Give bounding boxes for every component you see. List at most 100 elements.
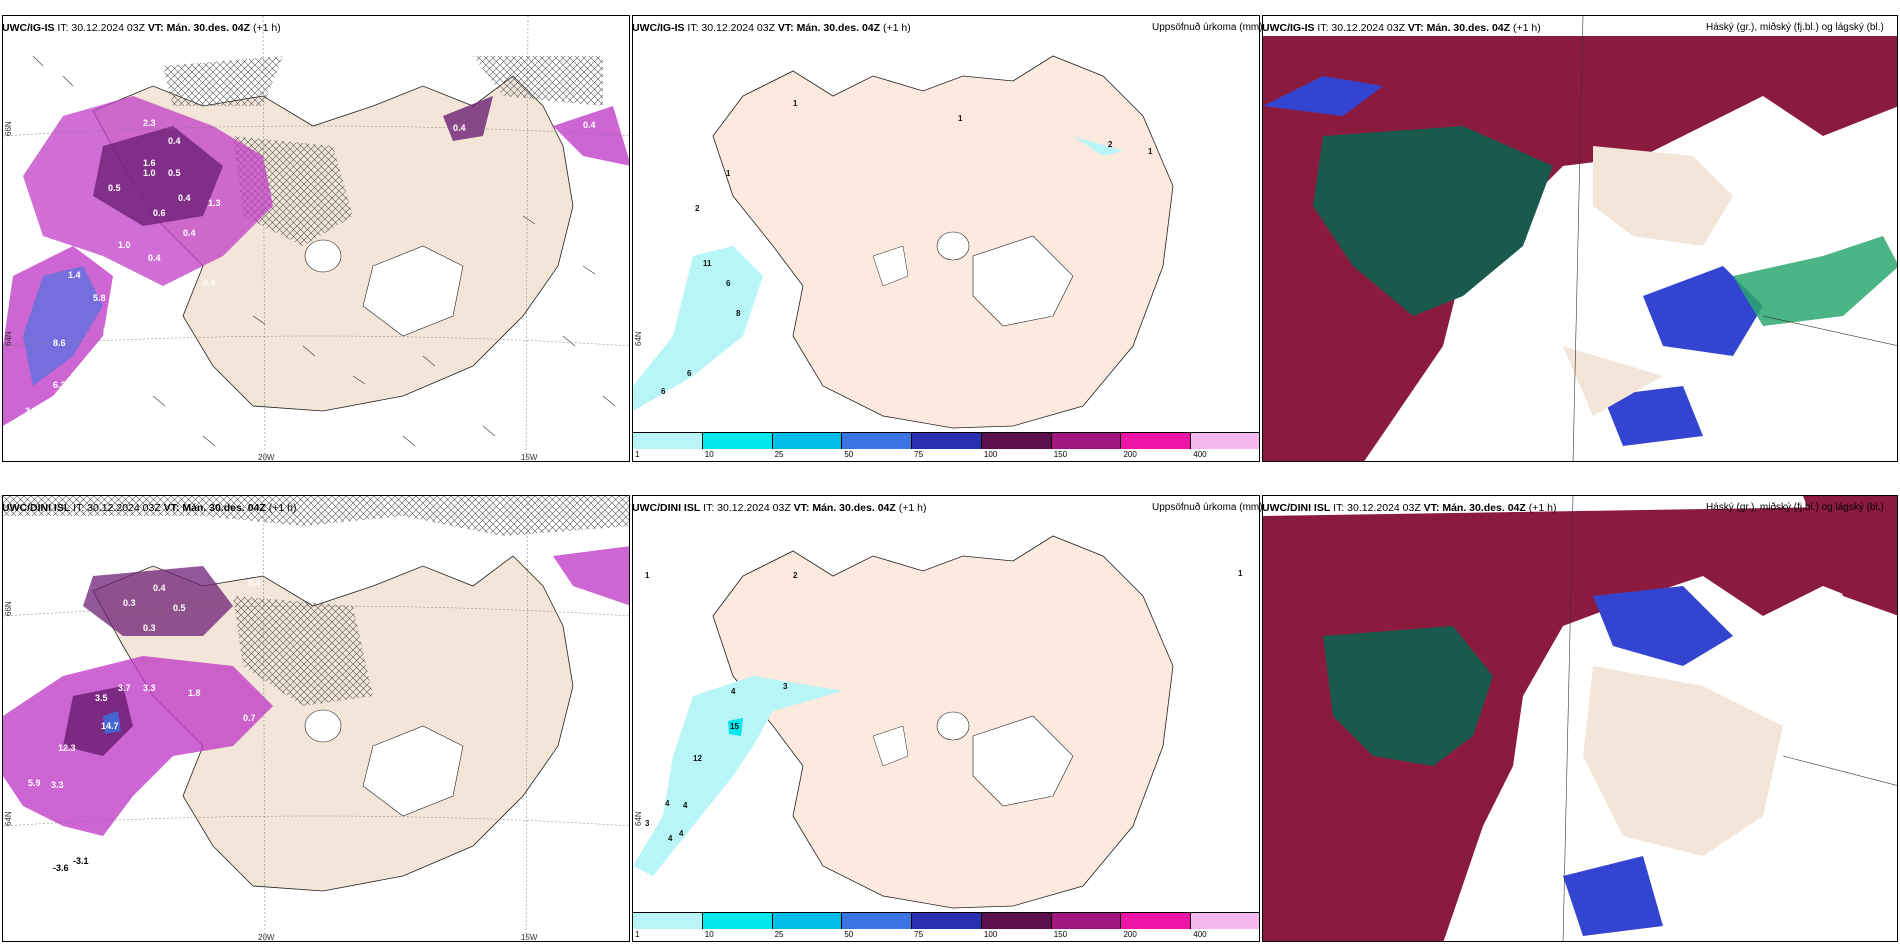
- init-time: IT: 30.12.2024 03Z: [1317, 22, 1405, 34]
- value-label: 3.3: [143, 683, 156, 693]
- borders: [1572, 16, 1897, 461]
- value-label: 3.3: [25, 406, 38, 416]
- colorbar-segment: 150: [1051, 913, 1122, 939]
- value-label: 1.8: [188, 688, 201, 698]
- model-name: UWC/IG-IS: [1262, 22, 1315, 34]
- precip-area-dark: [93, 126, 223, 226]
- value-label: 1.4: [68, 270, 81, 280]
- value-label: 14.7: [101, 721, 119, 731]
- colorbar-label: 50: [844, 450, 854, 459]
- cloud-low: [1313, 126, 1553, 316]
- value-label: 0.5: [173, 603, 186, 613]
- colorbar-segment: 100: [981, 913, 1052, 939]
- precip-values: 2.3 0.4 1.0 0.5 1.6 0.5 0.4 0.6 1.3 0.4 …: [25, 118, 596, 416]
- precip-area-mid: [728, 718, 743, 736]
- lon-label: 15W: [521, 933, 538, 942]
- value-label: 3.5: [95, 693, 108, 703]
- colorbar-label: 50: [844, 930, 854, 939]
- colorbar-segment: 50: [842, 913, 913, 939]
- lat-label: 64N: [634, 331, 643, 346]
- borders: [1562, 496, 1897, 941]
- model-name: UWC/DINI ISL: [2, 502, 71, 514]
- colorbar-segment: 150: [1051, 433, 1122, 459]
- value-label: 0.4: [453, 123, 466, 133]
- value-label: -3.6: [53, 863, 69, 873]
- lon-label: 20W: [258, 933, 275, 942]
- colorbar-label: 25: [774, 930, 784, 939]
- lead-time: (+1 h): [252, 22, 281, 34]
- precip-area-blue: [103, 711, 121, 734]
- cloud-title: Háský (gr.), miðský (fj.bl.) og lágský (…: [1706, 502, 1884, 513]
- value-label: 6.2: [53, 380, 66, 390]
- colorbar-segment: 400: [1191, 433, 1259, 459]
- cloud-high: [1803, 496, 1897, 616]
- lat-label: 66N: [4, 601, 13, 616]
- lat-label: 64N: [4, 811, 13, 826]
- panel-precip-row1: 1 1 2 11 6 8 6 6 2 1 1 64N 1 10 25 50 75 100 1…: [632, 15, 1260, 462]
- value-label: 12: [693, 754, 702, 763]
- graticule: [3, 16, 629, 461]
- panel-header: UWC/IG-IS IT: 30.12.2024 03Z VT: Mán. 30…: [632, 22, 911, 34]
- precip-area-blue: [23, 266, 103, 386]
- colorbar-segment: 200: [1121, 913, 1192, 939]
- colorbar-row1: 1 10 25 50 75 100 150 200 400: [633, 432, 1259, 459]
- value-label: 1: [645, 571, 650, 580]
- value-label: 6: [687, 369, 692, 378]
- cloud-mid: [1593, 586, 1733, 666]
- precip-area: [553, 546, 629, 606]
- value-label: 0.3: [123, 598, 136, 608]
- precip-area-dark: [83, 566, 233, 636]
- init-time: IT: 30.12.2024 03Z: [687, 22, 775, 34]
- value-label: 0.4: [583, 120, 596, 130]
- value-label: 0.4: [153, 583, 166, 593]
- wind-barbs: [32, 55, 616, 447]
- colorbar-label: 1: [635, 930, 640, 939]
- panel-precip-row2: 1 2 4 3 15 12 4 4 3 4 4 1 64N 1 10 25 50 75 1…: [632, 495, 1260, 942]
- glacier-vatnajokull: [972, 715, 1074, 807]
- value-label: 5.8: [93, 293, 106, 303]
- value-label: 1.3: [208, 198, 221, 208]
- cloud-mid: [1643, 266, 1763, 356]
- lon-label: 15W: [521, 453, 538, 462]
- colorbar-label: 150: [1053, 450, 1068, 459]
- panel-wind-precip-row2: 0.3 0.4 0.5 0.3 3.7 3.3 1.8 3.5 14.7 12.…: [2, 495, 630, 942]
- value-label: 3: [645, 819, 650, 828]
- value-label: 0.4: [148, 253, 161, 263]
- lead-time: (+1 h): [1512, 22, 1541, 34]
- value-label: 3.7: [48, 838, 61, 848]
- glacier-langjokull: [304, 709, 342, 743]
- glacier-vatnajokull: [972, 235, 1074, 327]
- colorbar-row2: 1 10 25 50 75 100 150 200 400: [633, 912, 1259, 939]
- precip-title: Uppsöfnuð úrkoma (mm): [1152, 502, 1263, 513]
- colorbar-segment: 400: [1191, 913, 1259, 939]
- value-label: 0.4: [168, 136, 181, 146]
- model-name: UWC/IG-IS: [632, 22, 685, 34]
- value-label: 1.0: [143, 168, 156, 178]
- colorbar-label: 75: [914, 450, 924, 459]
- precip-values: 1 2 4 3 15 12 4 4 3 4 4 1: [645, 569, 1243, 843]
- value-label: 2.5: [8, 838, 21, 848]
- glacier-langjokull: [304, 239, 342, 273]
- panel-header: UWC/IG-IS IT: 30.12.2024 03Z VT: Mán. 30…: [2, 22, 281, 34]
- hatch-area: [473, 56, 603, 106]
- precip-area-dark: [63, 686, 133, 756]
- colorbar-segment: 50: [842, 433, 913, 459]
- value-label: 0.5: [168, 168, 181, 178]
- land-clear: [1583, 666, 1783, 856]
- colorbar-segment: 75: [912, 913, 982, 939]
- glacier: [872, 725, 909, 767]
- precip-values: 0.3 0.4 0.5 0.3 3.7 3.3 1.8 3.5 14.7 12.…: [8, 578, 261, 873]
- valid-time: VT: Mán. 30.des. 04Z: [1423, 502, 1526, 514]
- colorbar-label: 400: [1193, 450, 1207, 459]
- colorbar-segment: 1: [633, 433, 703, 459]
- map-precip-row1: 1 1 2 11 6 8 6 6 2 1 1 64N: [633, 55, 1174, 429]
- map-wind-precip-row2: 0.3 0.4 0.5 0.3 3.7 3.3 1.8 3.5 14.7 12.…: [3, 496, 629, 942]
- map-cloud-row1: [1263, 16, 1897, 461]
- value-label: 6: [726, 279, 731, 288]
- colorbar-label: 100: [983, 450, 998, 459]
- value-label: 0.4: [248, 578, 261, 588]
- land-clear: [1593, 146, 1733, 246]
- glacier-langjokull: [936, 711, 970, 741]
- value-label: 0.7: [243, 713, 256, 723]
- colorbar-label: 200: [1123, 930, 1137, 939]
